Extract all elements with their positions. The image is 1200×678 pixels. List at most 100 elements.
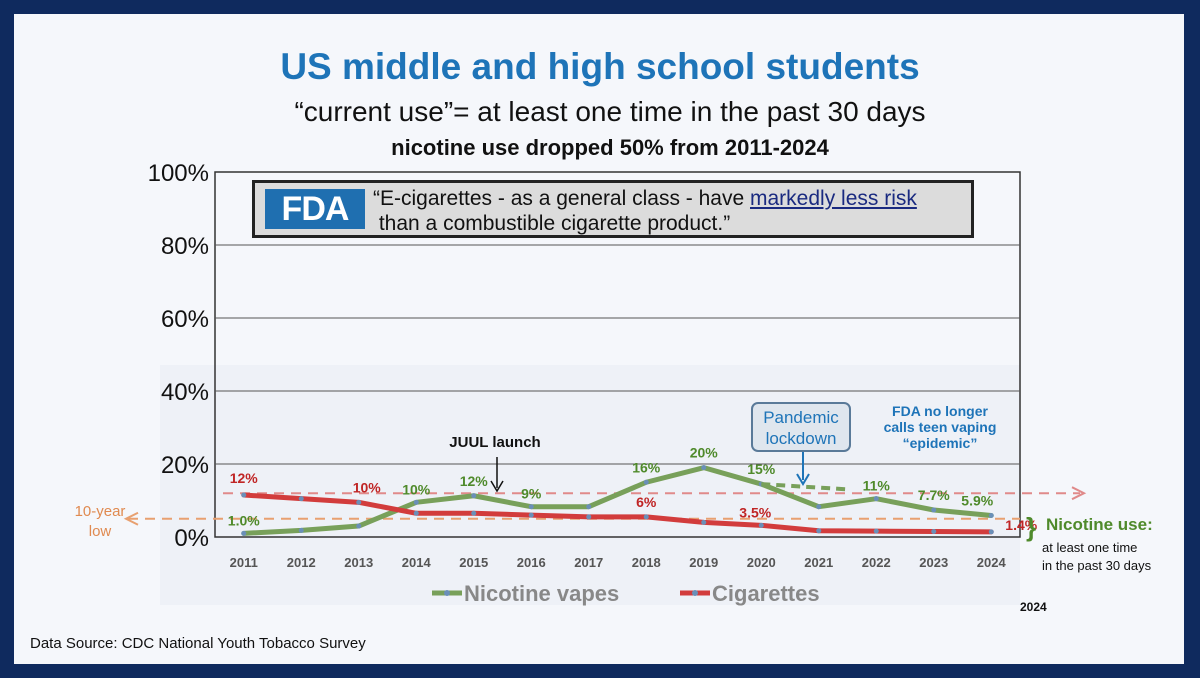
y-tick-label: 80% [161, 233, 209, 260]
cigs-point [413, 510, 419, 516]
brace-icon: } [1026, 512, 1037, 542]
cigs-point [586, 514, 592, 520]
pandemic-line2: lockdown [766, 429, 837, 448]
cigs-data-label: 12% [230, 470, 259, 486]
vapes-data-label: 20% [690, 445, 719, 461]
cigs-point [701, 519, 707, 525]
fda-quote-text: “E-cigarettes - as a general class - hav… [373, 186, 969, 236]
pandemic-line1: Pandemic [763, 408, 839, 427]
cigs-series-line [241, 492, 994, 535]
low-label-line1: 10-year [75, 503, 126, 520]
plot-lower-panel [160, 365, 1020, 605]
vapes-point [643, 479, 649, 485]
vapes-data-label: 7.7% [918, 487, 950, 503]
cigs-point [356, 499, 362, 505]
vapes-data-label: 15% [747, 461, 776, 477]
data-source: Data Source: CDC National Youth Tobacco … [30, 635, 366, 652]
cigs-point [873, 528, 879, 534]
x-tick-label: 2012 [287, 555, 316, 570]
vapes-data-label: 9% [521, 486, 542, 502]
legend-vapes-marker [444, 590, 450, 596]
cigs-point [241, 492, 247, 498]
vapes-series-line [241, 465, 994, 536]
vapes-point [413, 499, 419, 505]
vapes-point [988, 512, 994, 518]
side-note-text: at least one time in the past 30 days [1042, 539, 1151, 575]
x-tick-label: 2011 [230, 555, 258, 570]
legend-cigs-marker [692, 590, 698, 596]
x-tick-label: 2024 [977, 555, 1007, 570]
cigs-point [988, 529, 994, 535]
x-tick-label: 2019 [689, 555, 718, 570]
slide-headline: nicotine use dropped 50% from 2011-2024 [391, 135, 829, 160]
vapes-point [931, 507, 937, 513]
vapes-data-label: 5.9% [961, 492, 993, 508]
cigs-point [931, 529, 937, 535]
plot-area-border [214, 171, 1021, 538]
vapes-point [586, 504, 592, 510]
cigs-point [298, 496, 304, 502]
cigs-data-label: 3.5% [739, 504, 771, 520]
vapes-point [816, 504, 822, 510]
y-tick-label: 100% [148, 160, 209, 187]
fda-quote-highlight: markedly less risk [750, 187, 917, 210]
vapes-data-label: 12% [460, 473, 489, 489]
cigs-point [758, 522, 764, 528]
x-tick-label: 2015 [459, 555, 488, 570]
pandemic-box [751, 402, 851, 452]
corner-year: 2024 [1020, 600, 1047, 614]
side-note-title: Nicotine use: [1046, 515, 1153, 534]
vapes-point [298, 527, 304, 533]
fda-note-line: “epidemic” [903, 435, 978, 451]
x-tick-label: 2018 [632, 555, 661, 570]
cigs-point [471, 510, 477, 516]
y-tick-label: 40% [161, 379, 209, 406]
fda-note-line: FDA no longer [892, 403, 988, 419]
x-tick-label: 2023 [919, 555, 948, 570]
low-label-line2: low [89, 523, 112, 540]
side-note-line2: in the past 30 days [1042, 558, 1152, 573]
slide-subtitle: “current use”= at least one time in the … [294, 96, 926, 127]
cigs-data-label: 1.4% [1005, 517, 1037, 533]
cigs-data-label: 10% [353, 479, 382, 495]
fda-note-line: calls teen vaping [884, 419, 997, 435]
vapes-data-label: 10% [402, 481, 431, 497]
vapes-point [356, 523, 362, 529]
fda-quote-part1: “E-cigarettes - as a general class - hav… [373, 187, 750, 210]
x-tick-label: 2014 [402, 555, 432, 570]
fda-logo: FDA [265, 189, 365, 229]
juul-annotation: JUUL launch [449, 434, 540, 451]
x-tick-label: 2016 [517, 555, 546, 570]
pandemic-arrow-icon [796, 473, 810, 486]
reference-arrow-left-icon [123, 511, 139, 526]
vapes-data-label: 11% [863, 478, 891, 494]
x-tick-label: 2020 [747, 555, 776, 570]
vapes-data-label: 16% [632, 459, 661, 475]
reference-arrow-right-icon [1071, 486, 1087, 501]
fda-quote-part2: than a combustible cigarette product.” [378, 212, 731, 235]
cigs-point [528, 512, 534, 518]
vapes-data-label: 1.0% [228, 512, 260, 528]
juul-arrow-icon [490, 480, 504, 493]
cigs-point [816, 528, 822, 534]
x-tick-label: 2017 [574, 555, 603, 570]
cigs-point [643, 514, 649, 520]
fda-quote-box: FDA “E-cigarettes - as a general class -… [252, 180, 974, 238]
vapes-point [701, 465, 707, 471]
vapes-point [241, 530, 247, 536]
cigs-data-label: 6% [636, 494, 657, 510]
y-tick-label: 20% [161, 452, 209, 479]
y-tick-label: 60% [161, 306, 209, 333]
vapes-point [471, 493, 477, 499]
slide-title: US middle and high school students [280, 46, 920, 87]
y-tick-label: 0% [174, 525, 209, 552]
legend-cigs-label: Cigarettes [712, 581, 820, 606]
vapes-point [873, 496, 879, 502]
vapes-point [528, 504, 534, 510]
legend-vapes-label: Nicotine vapes [464, 581, 619, 606]
x-tick-label: 2022 [862, 555, 891, 570]
x-tick-label: 2013 [344, 555, 373, 570]
x-tick-label: 2021 [804, 555, 833, 570]
side-note-line1: at least one time [1042, 540, 1138, 555]
